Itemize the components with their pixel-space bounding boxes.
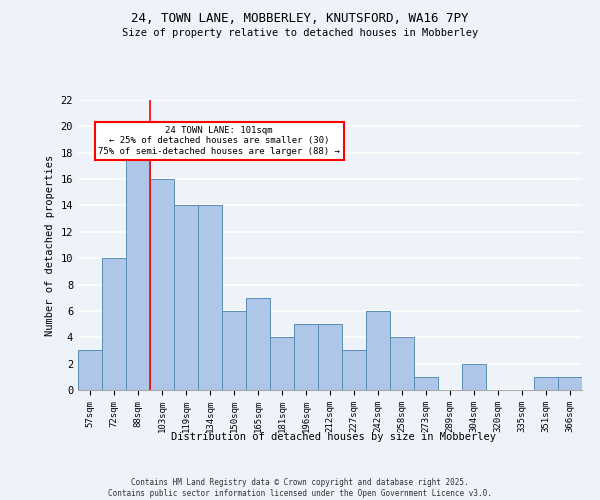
- Bar: [342, 350, 366, 390]
- Bar: [78, 350, 102, 390]
- Bar: [174, 206, 198, 390]
- Text: 24, TOWN LANE, MOBBERLEY, KNUTSFORD, WA16 7PY: 24, TOWN LANE, MOBBERLEY, KNUTSFORD, WA1…: [131, 12, 469, 26]
- Text: Contains HM Land Registry data © Crown copyright and database right 2025.
Contai: Contains HM Land Registry data © Crown c…: [108, 478, 492, 498]
- Bar: [318, 324, 342, 390]
- Bar: [414, 377, 438, 390]
- Bar: [366, 311, 390, 390]
- Text: 24 TOWN LANE: 101sqm
← 25% of detached houses are smaller (30)
75% of semi-detac: 24 TOWN LANE: 101sqm ← 25% of detached h…: [98, 126, 340, 156]
- Bar: [126, 152, 150, 390]
- Bar: [534, 377, 558, 390]
- Bar: [462, 364, 486, 390]
- Bar: [270, 338, 294, 390]
- Bar: [294, 324, 318, 390]
- Text: Distribution of detached houses by size in Mobberley: Distribution of detached houses by size …: [170, 432, 496, 442]
- Bar: [150, 179, 174, 390]
- Bar: [390, 338, 414, 390]
- Bar: [246, 298, 270, 390]
- Bar: [102, 258, 126, 390]
- Bar: [558, 377, 582, 390]
- Y-axis label: Number of detached properties: Number of detached properties: [45, 154, 55, 336]
- Bar: [222, 311, 246, 390]
- Bar: [198, 206, 222, 390]
- Text: Size of property relative to detached houses in Mobberley: Size of property relative to detached ho…: [122, 28, 478, 38]
